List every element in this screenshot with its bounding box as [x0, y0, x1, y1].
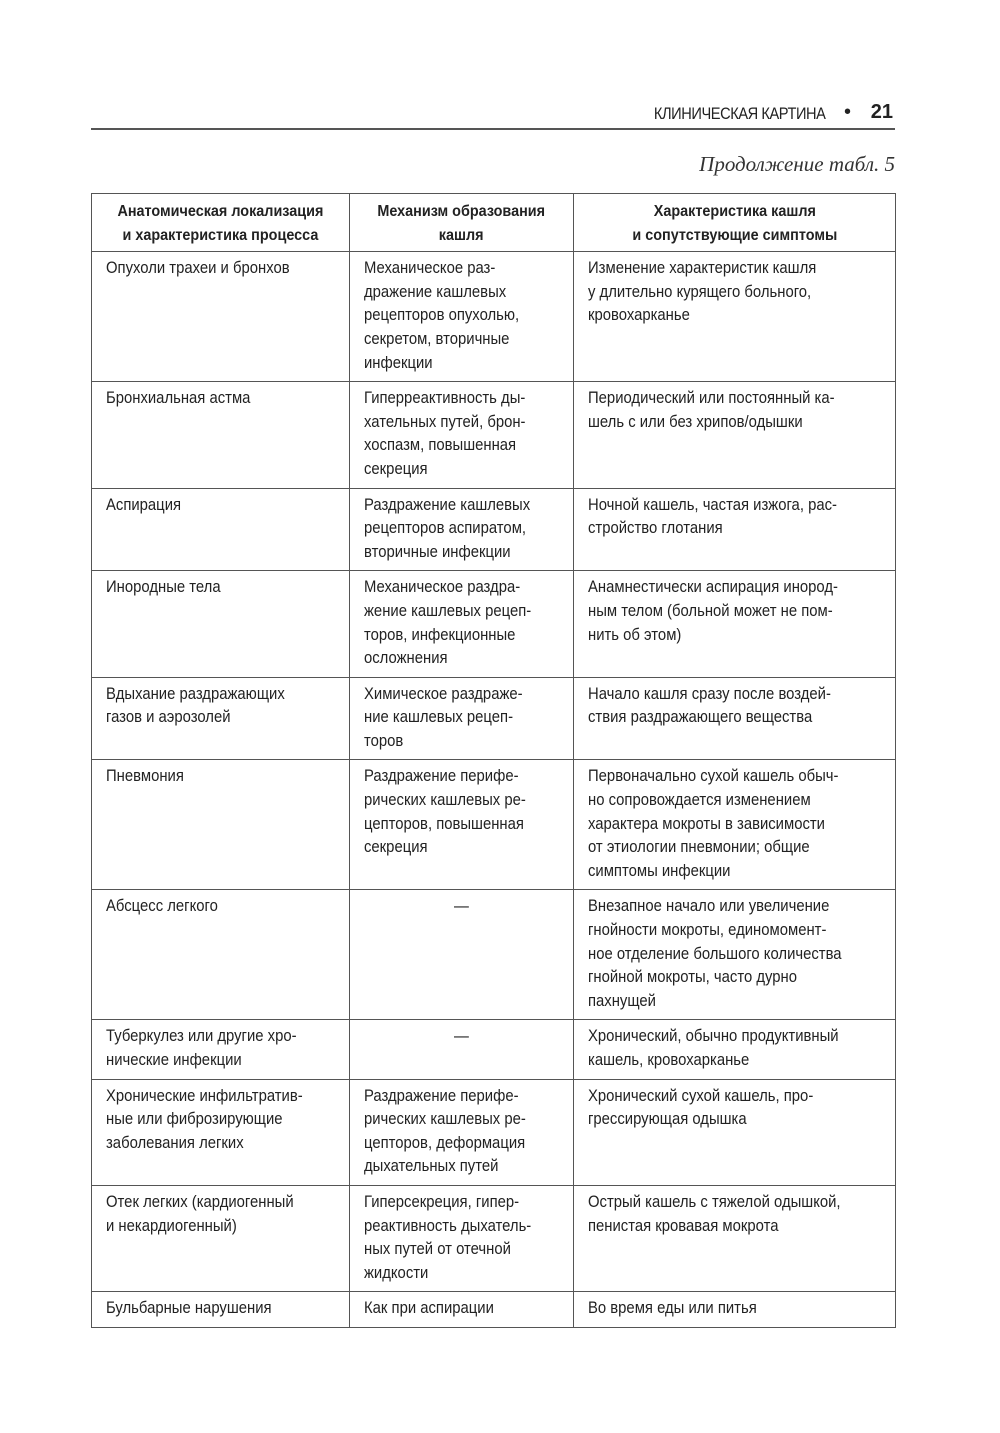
cell-text: Хронические инфильтратив- ные или фиброз… [106, 1086, 303, 1152]
table-cell: Раздражение перифе- рических кашлевых ре… [348, 759, 575, 891]
cell-text: Как при аспирации [363, 1299, 494, 1318]
table-cell: Во время еды или питья [573, 1291, 896, 1328]
cell-text: — [454, 1027, 470, 1046]
section-title: КЛИНИЧЕСКАЯ КАРТИНА [653, 104, 825, 123]
table-row: Аспирация Раздражение кашлевых рецепторов… [91, 487, 896, 572]
table-cell: Аспирация [91, 487, 350, 572]
cell-text: Механическое раздра- жение кашлевых реце… [363, 578, 531, 668]
cell-text: Раздражение перифе- рических кашлевых ре… [363, 1086, 526, 1176]
table-row: Инородные тела Механическое раздра- жение… [91, 570, 896, 678]
cell-text: Острый кашель с тяжелой одышкой, пениста… [588, 1192, 841, 1235]
column-header-text: Анатомическая локализация и характеристи… [117, 203, 324, 244]
cell-text: Во время еды или питья [588, 1299, 758, 1318]
table-cell: Абсцесс легкого [91, 889, 350, 1021]
cell-text: Первоначально сухой кашель обыч- но сопр… [588, 767, 839, 880]
cell-text: Механическое раз- дражение кашлевых реце… [363, 259, 519, 372]
cell-text: Внезапное начало или увеличение гнойност… [588, 897, 842, 1010]
column-header: Характеристика кашля и сопутствующие сим… [573, 192, 896, 253]
table-cell: Начало кашля сразу после воздей- ствия р… [573, 676, 896, 761]
table-cell: Хронические инфильтратив- ные или фиброз… [91, 1078, 350, 1186]
table-row: Опухоли трахеи и бронхов Механическое раз… [91, 251, 896, 383]
cell-text: Раздражение перифе- рических кашлевых ре… [363, 767, 526, 857]
cell-text: Инородные тела [106, 578, 221, 597]
table-cell: Изменение характеристик кашля у длительн… [573, 251, 896, 383]
table-cell: Пневмония [91, 759, 350, 891]
table-cell: — [348, 1019, 575, 1080]
column-header-text: Характеристика кашля и сопутствующие сим… [632, 203, 838, 244]
cell-text: Периодический или постоянный ка- шель с … [588, 389, 835, 431]
cell-text: Химическое раздраже- ние кашлевых рецеп-… [363, 684, 523, 750]
cell-text: Абсцесс легкого [106, 897, 218, 916]
cell-text: Ночной кашель, частая изжога, рас- строй… [588, 495, 838, 538]
cell-text: Пневмония [106, 767, 184, 786]
table-cell: Периодический или постоянный ка- шель с … [573, 381, 896, 489]
cell-text: Аспирация [106, 495, 182, 514]
cell-text: Раздражение кашлевых рецепторов аспирато… [363, 495, 530, 561]
table-row: Пневмония Раздражение перифе- рических ка… [91, 759, 896, 891]
table-row: Вдыхание раздражающих газов и аэрозолей Х… [91, 676, 896, 761]
column-header: Механизм образования кашля [348, 192, 575, 253]
table-cell: Механическое раз- дражение кашлевых реце… [348, 251, 575, 383]
cell-text: Гиперреактивность ды- хательных путей, б… [363, 389, 526, 478]
table-cell: Хронический, обычно продуктивный кашель,… [573, 1019, 896, 1080]
cell-text: — [454, 897, 470, 916]
table-cell: Внезапное начало или увеличение гнойност… [573, 889, 896, 1021]
table-row: Бульбарные нарушения Как при аспирации Во … [91, 1291, 896, 1328]
cell-text: Хронический, обычно продуктивный кашель,… [588, 1027, 839, 1069]
table-cell: Раздражение кашлевых рецепторов аспирато… [348, 487, 575, 572]
cell-text: Вдыхание раздражающих газов и аэрозолей [106, 684, 285, 727]
bullet-separator: • [843, 101, 851, 123]
table-cell: Бронхиальная астма [91, 381, 350, 489]
cell-text: Бронхиальная астма [106, 389, 251, 408]
table-row: Туберкулез или другие хро- нические инфе… [91, 1019, 896, 1080]
table-cell: Анамнестически аспирация инород- ным тел… [573, 570, 896, 678]
table-cell: Гиперреактивность ды- хательных путей, б… [348, 381, 575, 489]
table-row: Бронхиальная астма Гиперреактивность ды- … [91, 381, 896, 489]
table-row: Хронические инфильтратив- ные или фиброз… [91, 1078, 896, 1186]
table-cell: Бульбарные нарушения [91, 1291, 350, 1328]
table-cell: Механическое раздра- жение кашлевых реце… [348, 570, 575, 678]
cell-text: Гиперсекреция, гипер- реактивность дыхат… [363, 1192, 531, 1282]
table-cell: Химическое раздраже- ние кашлевых рецеп-… [348, 676, 575, 761]
column-header: Анатомическая локализация и характеристи… [91, 192, 350, 253]
page-number: 21 [870, 101, 893, 123]
cell-text: Отек легких (кардиогенный и некардиогенн… [106, 1192, 294, 1235]
column-header-text: Механизм образования кашля [377, 203, 546, 244]
cell-text: Изменение характеристик кашля у длительн… [588, 259, 817, 325]
running-head: КЛИНИЧЕСКАЯ КАРТИНА • 21 [91, 98, 895, 130]
cell-text: Начало кашля сразу после воздей- ствия р… [588, 684, 832, 727]
table-cell: — [348, 889, 575, 1021]
table-cell: Хронический сухой кашель, про- грессирую… [573, 1078, 896, 1186]
table-cell: Первоначально сухой кашель обыч- но сопр… [573, 759, 896, 891]
cell-text: Туберкулез или другие хро- нические инфе… [106, 1027, 297, 1069]
table-header-row: Анатомическая локализация и характеристи… [91, 192, 896, 253]
table-cell: Вдыхание раздражающих газов и аэрозолей [91, 676, 350, 761]
table-cell: Туберкулез или другие хро- нические инфе… [91, 1019, 350, 1080]
cough-causes-table: Анатомическая локализация и характеристи… [91, 192, 896, 1328]
cell-text: Анамнестически аспирация инород- ным тел… [588, 578, 839, 644]
table-row: Отек легких (кардиогенный и некардиогенн… [91, 1184, 896, 1293]
table-cell: Раздражение перифе- рических кашлевых ре… [348, 1078, 575, 1186]
table-cell: Ночной кашель, частая изжога, рас- строй… [573, 487, 896, 572]
table-cell: Гиперсекреция, гипер- реактивность дыхат… [348, 1184, 575, 1293]
table-cell: Инородные тела [91, 570, 350, 678]
table-cell: Отек легких (кардиогенный и некардиогенн… [91, 1184, 350, 1293]
table-cell: Острый кашель с тяжелой одышкой, пениста… [573, 1184, 896, 1293]
table-continuation-label: Продолжение табл. 5 [699, 152, 895, 176]
table-cell: Как при аспирации [348, 1291, 575, 1328]
cell-text: Бульбарные нарушения [106, 1299, 272, 1318]
table-cell: Опухоли трахеи и бронхов [91, 251, 350, 383]
cell-text: Опухоли трахеи и бронхов [106, 259, 290, 278]
cell-text: Хронический сухой кашель, про- грессирую… [588, 1086, 814, 1129]
table-row: Абсцесс легкого — Внезапное начало или уве… [91, 889, 896, 1021]
